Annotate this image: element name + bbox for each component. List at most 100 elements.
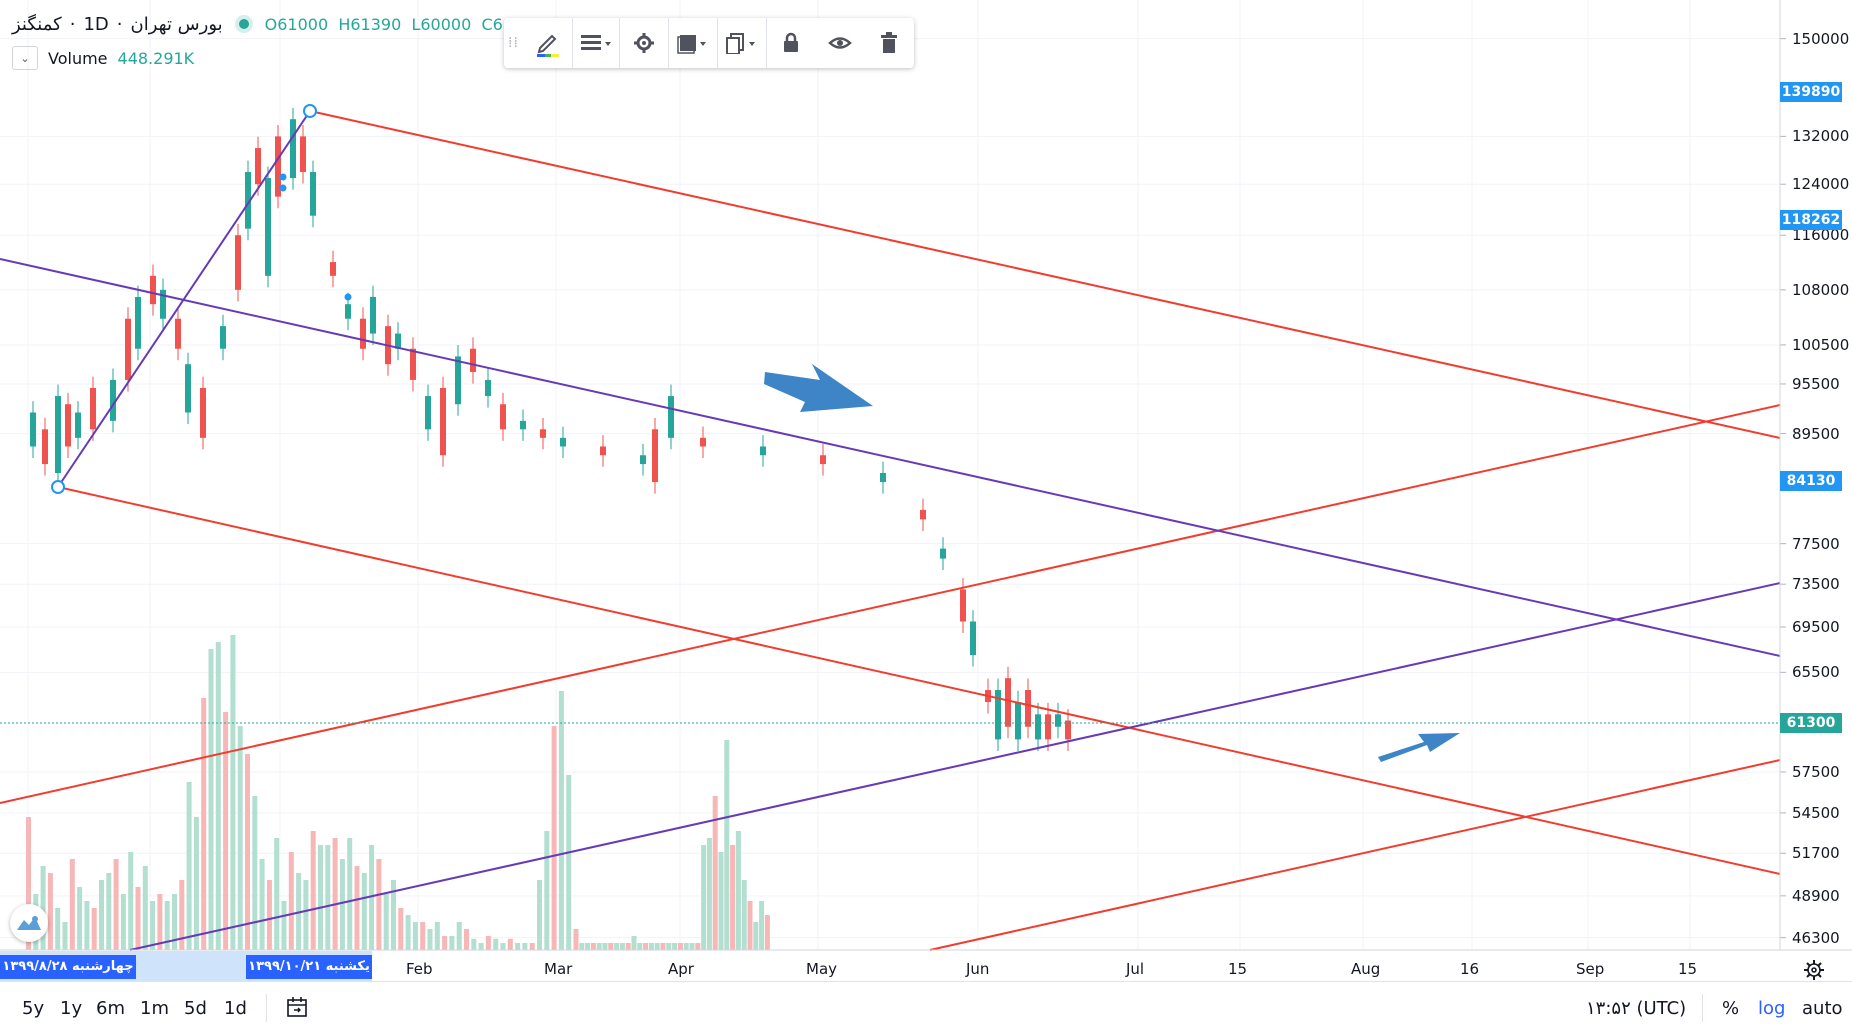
candle-body [560,437,566,447]
red-rising-line-upper [0,404,1781,804]
price-tick-label: 89500 [1792,424,1840,443]
volume-bar [208,649,214,950]
auto-toggle[interactable]: auto [1802,998,1843,1019]
volume-bar [449,936,455,950]
time-tick-label: May [806,960,838,978]
collapse-legend-button[interactable]: ⌄ [12,46,38,70]
volume-bar [625,943,631,950]
volume-bars [26,635,770,950]
range-1m-button[interactable]: 1m [140,998,169,1019]
volume-bar [113,859,119,950]
volume-bar [135,887,141,950]
lock-icon[interactable] [767,18,815,68]
pencil-icon[interactable] [524,18,572,68]
candle-body [820,455,826,465]
volume-bar [62,922,68,950]
volume-bar [724,740,730,950]
volume-bar [522,943,528,950]
candle-body [110,379,116,421]
red-rising-line-lower [929,759,1781,951]
chart-area[interactable] [0,0,1852,981]
volume-label[interactable]: Volume [48,48,108,68]
volume-bar [347,838,353,950]
candle-body [235,235,241,290]
range-5y-button[interactable]: 5y [22,998,45,1019]
axis-settings-gear-icon[interactable] [1800,956,1828,984]
interval-label[interactable]: 1D [83,13,109,35]
time-tick-label: 16 [1460,960,1480,978]
volume-bar [310,831,316,950]
candle-body [940,548,946,559]
candle-body [150,275,156,305]
candle-body [1045,714,1051,740]
low-value: 60000 [420,14,472,34]
candle-body [640,455,646,465]
calendar-goto-icon[interactable] [286,996,308,1022]
clone-icon[interactable] [718,18,766,68]
volume-bar [434,922,440,950]
volume-bar [666,943,672,950]
volume-bar [764,915,770,950]
volume-bar [551,726,557,950]
range-6m-button[interactable]: 6m [96,998,125,1019]
volume-bar [614,943,620,950]
range-1y-button[interactable]: 1y [60,998,83,1019]
candle-body [1055,714,1061,727]
trash-icon[interactable] [865,18,913,68]
clock-time[interactable]: ۱۳:۵۲ (UTC) [1586,998,1687,1019]
volume-bar [456,922,462,950]
candle-body [65,404,71,447]
volume-bar [99,880,104,950]
bottom-toolbar: 5y 1y 6m 1m 5d 1d ۱۳:۵۲ (UTC) % log auto [0,981,1852,1034]
candle-body [1015,702,1021,740]
drawing-toolbar[interactable]: ⁞⁞ [504,18,914,68]
tradingview-logo-icon[interactable] [10,904,48,942]
volume-bar [412,922,418,950]
volume-bar [619,943,625,950]
candle-body [200,387,206,438]
time-tick-label: 15 [1678,960,1698,978]
volume-bar [515,943,521,950]
candle-body [175,318,181,349]
eye-icon[interactable] [815,18,865,68]
volume-bar [193,817,199,950]
candle-body [652,429,658,483]
gear-icon[interactable] [620,18,668,68]
range-1d-button[interactable]: 1d [224,998,247,1019]
percent-toggle[interactable]: % [1722,998,1740,1019]
grip-icon[interactable]: ⁞⁞ [508,35,519,51]
volume-bar [735,831,741,950]
volume-bar [369,845,375,950]
volume-bar [529,943,535,950]
anchor-handle [51,480,65,494]
candle-body [42,429,48,465]
log-toggle[interactable]: log [1758,998,1786,1019]
time-tick-label: Mar [544,960,573,978]
volume-bar [376,859,382,950]
range-5d-button[interactable]: 5d [184,998,207,1019]
grid-lines [0,0,1786,950]
volume-bar [186,782,192,950]
volume-bar [274,838,280,950]
volume-bar [660,943,666,950]
line-style-icon[interactable] [573,18,619,68]
volume-bar [464,929,469,950]
candle-body [90,387,96,430]
volume-bar [579,943,585,950]
candle-body [960,589,966,622]
volume-bar [741,880,747,950]
volume-bar [537,880,542,950]
volume-bar [573,929,579,950]
candle-body [30,412,36,447]
volume-bar [427,929,433,950]
volume-bar [259,859,265,950]
volume-bar [654,943,660,950]
symbol-name[interactable]: کمنگنز [12,13,62,35]
price-tick-label: 116000 [1792,226,1850,245]
volume-bar [712,796,718,950]
drawings[interactable] [0,104,1781,951]
candle-body [455,356,461,405]
fill-icon[interactable] [669,18,717,68]
candle-body [1005,678,1011,727]
volume-bar [759,901,765,950]
